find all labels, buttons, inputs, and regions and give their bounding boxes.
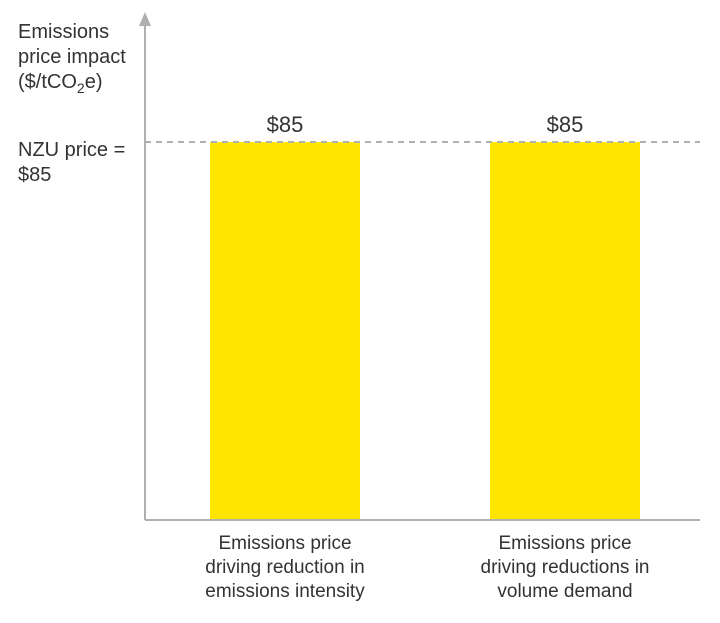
bar-1-x-label-line2: driving reduction in <box>205 557 364 578</box>
bar-2-x-label-line1: Emissions price <box>498 533 631 554</box>
bar-2-x-label-line3: volume demand <box>497 581 632 602</box>
bar-2-value: $85 <box>490 112 640 138</box>
y-axis-title-sub: 2 <box>77 80 85 96</box>
y-axis-title: Emissions price impact ($/tCO2e) <box>18 20 126 98</box>
bar-1 <box>210 142 360 520</box>
y-axis-arrow <box>139 12 151 26</box>
y-axis-title-line2: price impact <box>18 46 126 68</box>
y-axis-title-line3-tail: e) <box>85 71 103 93</box>
nzu-price-label-line2: $85 <box>18 164 51 186</box>
y-axis-title-line1: Emissions <box>18 21 109 43</box>
bar-1-x-label-line3: emissions intensity <box>205 581 364 602</box>
bar-2 <box>490 142 640 520</box>
bar-2-x-label: Emissions price driving reductions in vo… <box>465 532 665 603</box>
bar-2-x-label-line2: driving reductions in <box>481 557 650 578</box>
y-axis-title-line3: ($/tCO <box>18 71 77 93</box>
emissions-price-chart: Emissions price impact ($/tCO2e) NZU pri… <box>0 0 720 623</box>
bar-1-x-label: Emissions price driving reduction in emi… <box>185 532 385 603</box>
bar-1-value: $85 <box>210 112 360 138</box>
bar-1-x-label-line1: Emissions price <box>218 533 351 554</box>
nzu-price-label-line1: NZU price = <box>18 139 125 161</box>
nzu-price-label: NZU price = $85 <box>18 138 125 188</box>
